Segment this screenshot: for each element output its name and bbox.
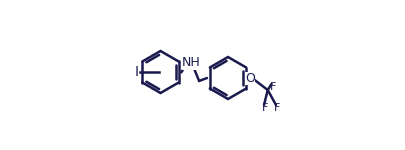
Text: NH: NH (182, 57, 200, 69)
Text: I: I (135, 65, 139, 79)
Text: F: F (270, 82, 276, 92)
Text: F: F (262, 103, 269, 113)
Text: F: F (274, 103, 281, 113)
Text: O: O (245, 72, 255, 84)
